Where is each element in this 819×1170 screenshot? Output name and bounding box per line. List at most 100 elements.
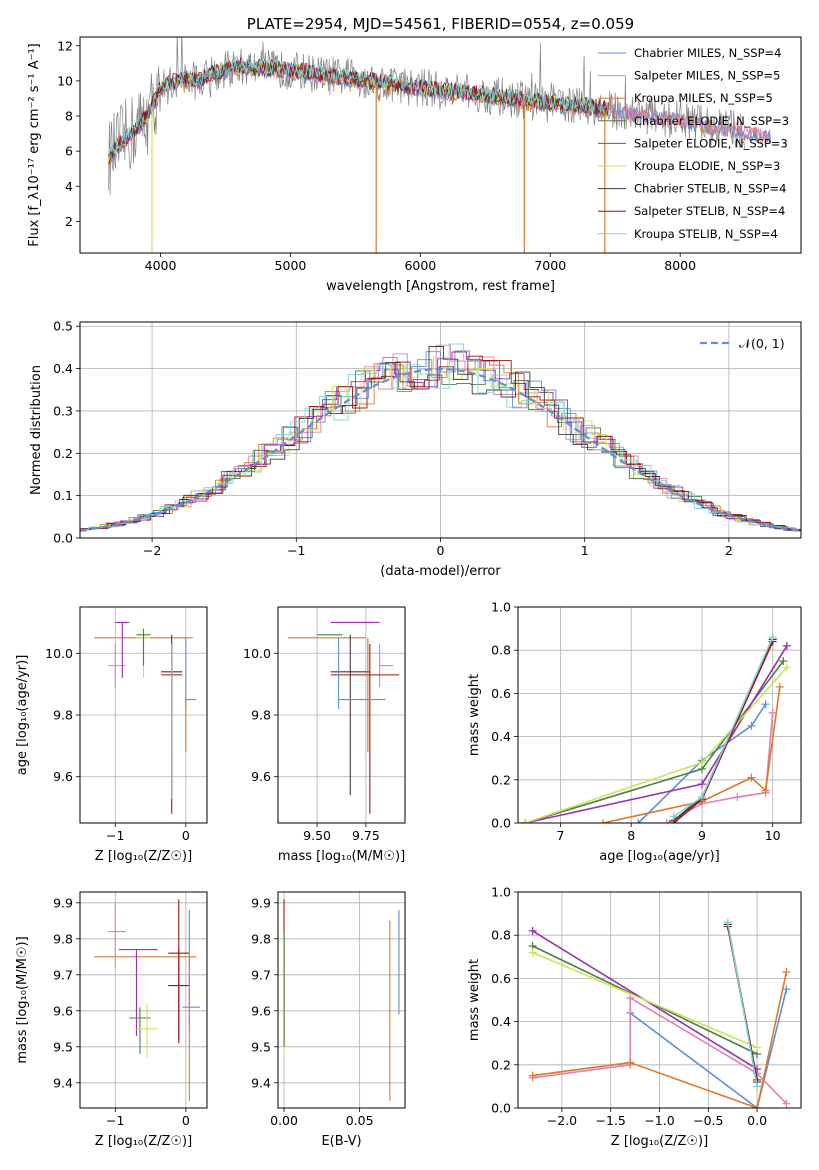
weight-point-marker xyxy=(753,1043,762,1052)
weight-line-kroupa_stelib xyxy=(727,922,758,1087)
x-tick-label: −1.0 xyxy=(644,1113,674,1128)
weight-point-marker xyxy=(747,773,756,782)
legend-entry: Salpeter ELODIE, N_SSP=3 xyxy=(634,136,788,150)
x-tick-label: 0 xyxy=(437,543,445,558)
x-axis-label: age [log₁₀(age/yr)] xyxy=(599,849,720,864)
weight-point-marker xyxy=(782,967,791,976)
weight-point-marker xyxy=(782,663,791,672)
y-tick-label: 0.2 xyxy=(53,446,73,461)
x-tick-label: 1 xyxy=(581,543,589,558)
y-tick-label: 9.6 xyxy=(251,1003,271,1018)
age_vs_mass-axes: 9.50 9.75 9.6 9.8 10.0 mass [log₁₀(M/M☉)] xyxy=(243,606,406,864)
weight-point-marker xyxy=(697,758,706,767)
y-tick-label: 9.8 xyxy=(251,931,271,946)
y-tick-label: 0.4 xyxy=(53,361,73,376)
x-tick-label: 9.50 xyxy=(303,828,331,843)
weight-line-salpeter_elodie xyxy=(524,645,788,823)
y-tick-label: 8 xyxy=(65,109,73,124)
weight-point-marker xyxy=(761,700,770,709)
weight-point-marker xyxy=(747,721,756,730)
y-tick-label: 9.4 xyxy=(251,1075,271,1090)
residuals-plot-area xyxy=(80,343,801,533)
y-tick-label: 9.8 xyxy=(251,708,271,723)
y-tick-label: 9.7 xyxy=(53,967,73,982)
y-tick-label: 12 xyxy=(57,38,73,53)
x-tick-label: 0 xyxy=(182,1113,190,1128)
legend-entry: 𝒩(0, 1) xyxy=(739,336,785,351)
y-tick-label: 0.1 xyxy=(53,488,73,503)
mass_vs_ebv-axes: 0.00 0.05 9.4 9.5 9.6 9.7 9.8 9.9 E(B-V) xyxy=(251,891,406,1149)
mass_vs_ebv-frame xyxy=(277,891,406,1109)
x-tick-label: 8 xyxy=(627,828,635,843)
y-tick-label: 9.5 xyxy=(53,1039,73,1054)
weight-point-marker xyxy=(768,708,777,717)
x-tick-label: 0 xyxy=(182,828,190,843)
chart-title: PLATE=2954, MJD=54561, FIBERID=0554, z=0… xyxy=(247,15,634,33)
y-tick-label: 10.0 xyxy=(45,646,73,661)
weight_vs_age-plot-area xyxy=(521,633,791,823)
weight_vs_z-axes: −2.0 −1.5 −1.0 −0.5 0.0 0.0 0.2 0.4 0.6 0.8 1.0 Z [… xyxy=(467,885,802,1149)
x-axis-label: wavelength [Angstrom, rest frame] xyxy=(326,279,555,294)
x-tick-label: −0.5 xyxy=(693,1113,723,1128)
residuals-axes: −2 −1 0 1 2 0.0 0.1 0.2 0.3 0.4 0.5 (data-model)/er… xyxy=(29,319,802,579)
model-spectrum-kroupa_stelib xyxy=(108,58,609,154)
residual-histogram-kroupa_stelib xyxy=(80,343,801,532)
weight_vs_z-frame xyxy=(517,891,802,1109)
weight-point-marker xyxy=(782,1099,791,1108)
x-tick-label: 2 xyxy=(725,543,733,558)
x-tick-label: −1 xyxy=(106,1113,124,1128)
y-tick-label: 6 xyxy=(65,144,73,159)
x-tick-label: 0.05 xyxy=(346,1113,374,1128)
age_vs_z-frame xyxy=(79,606,208,824)
y-tick-label: 0.4 xyxy=(491,729,511,744)
y-tick-label: 9.6 xyxy=(53,769,73,784)
observed-spectrum-line xyxy=(108,37,745,196)
y-tick-label: 1.0 xyxy=(491,885,511,900)
weight-point-marker xyxy=(626,993,635,1002)
weight-line-kroupa_stelib xyxy=(673,636,774,818)
y-axis-label: Flux [f_λ10⁻¹⁷ erg cm⁻² s⁻¹ A⁻¹] xyxy=(27,43,42,247)
spectrum-plot-area xyxy=(108,37,771,253)
y-tick-label: 10 xyxy=(57,73,73,88)
x-tick-label: 0.0 xyxy=(747,1113,767,1128)
weight_vs_age-frame xyxy=(517,606,802,824)
y-tick-label: 0.0 xyxy=(53,531,73,546)
weight-point-marker xyxy=(733,793,742,802)
x-tick-label: 7000 xyxy=(534,258,566,273)
y-tick-label: 9.6 xyxy=(53,1003,73,1018)
legend-entry: Salpeter STELIB, N_SSP=4 xyxy=(634,204,785,218)
residual-histogram-salpeter_stelib xyxy=(80,355,801,532)
x-tick-label: 7 xyxy=(556,828,564,843)
y-tick-label: 0.3 xyxy=(53,403,73,418)
weight-point-marker xyxy=(662,819,671,823)
residuals-frame xyxy=(79,321,802,539)
normal-distribution-curve xyxy=(80,367,801,532)
spectrum-legend: Chabrier MILES, N_SSP=4 Salpeter MILES, N… xyxy=(598,46,789,241)
weight-line-chabrier_miles xyxy=(629,989,788,1108)
mass_vs_z-axes: −1 0 9.4 9.5 9.6 9.7 9.8 9.9 Z [log₁₀(Z/Z☉)] mass… xyxy=(15,891,208,1149)
age_vs_mass-frame xyxy=(277,606,406,824)
y-tick-label: 1.0 xyxy=(491,600,511,615)
residual-histogram-salpeter_miles xyxy=(80,344,801,533)
weight-point-marker xyxy=(528,1071,537,1080)
weight-point-marker xyxy=(634,819,643,823)
mass_vs_z-frame xyxy=(79,891,208,1109)
weight-line-kroupa_miles xyxy=(602,686,781,823)
weight-point-marker xyxy=(775,682,784,691)
y-tick-label: 4 xyxy=(65,179,73,194)
y-tick-label: 0.5 xyxy=(53,319,73,334)
y-tick-label: 0.0 xyxy=(491,816,511,831)
legend-entry: Chabrier STELIB, N_SSP=4 xyxy=(634,182,786,196)
x-tick-label: 9 xyxy=(698,828,706,843)
weight-line-kroupa_elodie xyxy=(532,951,758,1049)
legend-entry: Kroupa MILES, N_SSP=5 xyxy=(634,91,773,105)
legend-entry: Salpeter MILES, N_SSP=5 xyxy=(634,69,780,83)
y-tick-label: 0.0 xyxy=(491,1101,511,1116)
weight_vs_age-axes: 7 8 9 10 0.0 0.2 0.4 0.6 0.8 1.0 age [log₁₀(age/yr… xyxy=(467,600,802,864)
age_vs_mass-plot-area xyxy=(287,621,400,814)
weight-point-marker xyxy=(626,1058,635,1067)
weight-point-marker xyxy=(782,985,791,994)
y-tick-label: 9.4 xyxy=(53,1075,73,1090)
x-axis-label: Z [log₁₀(Z/Z☉)] xyxy=(95,1134,192,1149)
y-axis-label: mass [log₁₀(M/M☉)] xyxy=(15,936,30,1063)
